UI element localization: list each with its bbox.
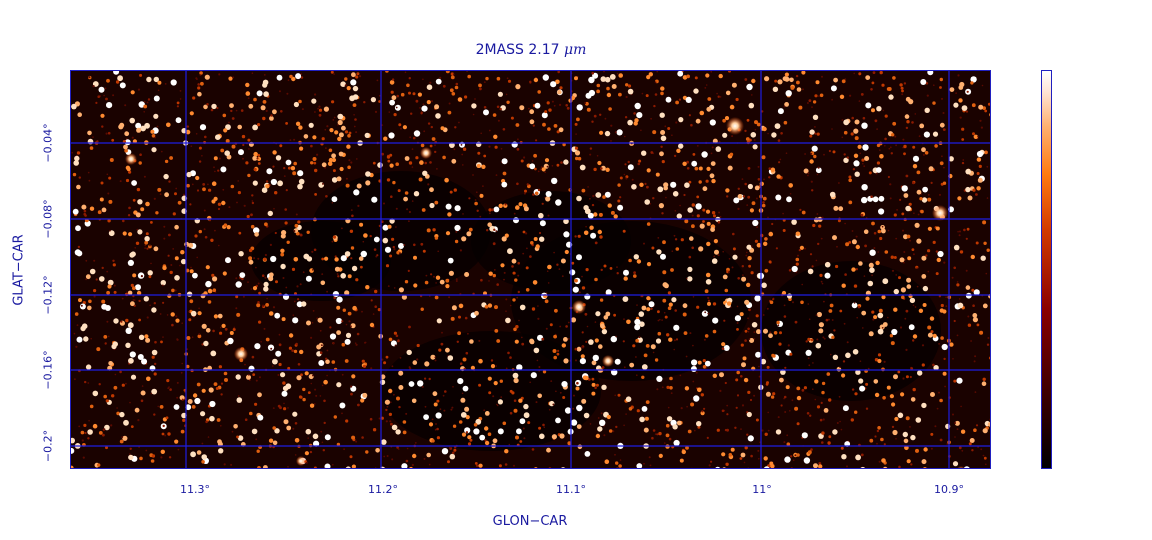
x-tick-label: 11.3° (180, 483, 210, 496)
figure-title: 2MASS 2.17 μm (0, 42, 1062, 58)
y-axis-label: GLAT−CAR (11, 234, 27, 306)
x-tick-label: 11.2° (368, 483, 398, 496)
x-tick-label: 10.9° (934, 483, 964, 496)
title-text: 2MASS 2.17 (475, 42, 565, 58)
star-field-image (71, 71, 990, 468)
x-tick-label: 11.1° (556, 483, 586, 496)
y-tick-label: −0.04° (41, 123, 55, 163)
colorbar (1041, 70, 1052, 469)
y-tick-label: −0.08° (41, 199, 55, 239)
sky-image-panel (70, 70, 991, 469)
x-axis-label: GLON−CAR (492, 514, 568, 529)
x-tick-label: 11° (752, 483, 772, 496)
y-tick-label: −0.2° (41, 429, 55, 463)
y-tick-label: −0.16° (41, 350, 55, 390)
y-tick-label: −0.12° (41, 275, 55, 315)
title-unit: μm (564, 42, 587, 58)
stars (71, 71, 990, 468)
